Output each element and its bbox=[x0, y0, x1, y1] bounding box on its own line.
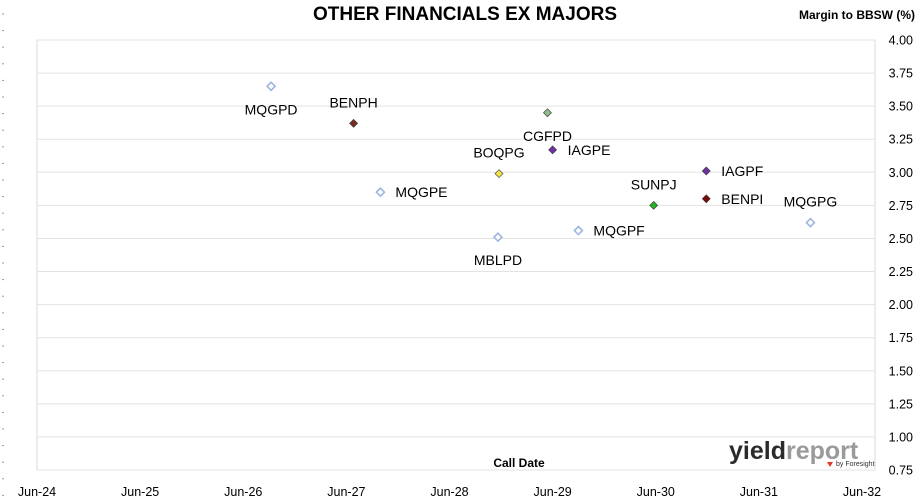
x-axis-label: Call Date bbox=[493, 456, 545, 470]
y-tick-label: 2.75 bbox=[889, 199, 913, 213]
y-tick-label: 1.00 bbox=[889, 430, 913, 444]
data-point: MQGPG bbox=[784, 194, 838, 228]
point-label: BENPI bbox=[721, 191, 763, 207]
point-label: MBLPD bbox=[474, 252, 522, 268]
point-label: MQGPE bbox=[395, 184, 447, 200]
y-tick-label: 2.00 bbox=[889, 298, 913, 312]
point-label: IAGPE bbox=[568, 142, 611, 158]
chart-title: OTHER FINANCIALS EX MAJORS bbox=[313, 4, 617, 25]
point-label: SUNPJ bbox=[631, 176, 677, 192]
y-tick-label: 3.00 bbox=[889, 166, 913, 180]
data-point: BENPI bbox=[701, 191, 763, 207]
gridlines bbox=[37, 39, 875, 471]
x-tick-label: Jun-28 bbox=[430, 485, 468, 499]
x-tick-label: Jun-32 bbox=[843, 485, 881, 499]
point-marker bbox=[265, 81, 277, 92]
point-label: MQGPG bbox=[784, 194, 838, 210]
data-point: MQGPE bbox=[375, 184, 448, 200]
x-tick-label: Jun-25 bbox=[121, 485, 159, 499]
point-marker bbox=[573, 225, 584, 236]
point-label: MQGPD bbox=[245, 101, 298, 117]
point-label: BENPH bbox=[329, 94, 377, 110]
point-label: CGFPD bbox=[523, 128, 572, 144]
x-tick-label: Jun-26 bbox=[224, 485, 262, 499]
logo-arrow-icon bbox=[827, 462, 833, 467]
y-axis-ticks: 0.75 1.00 1.25 1.50 1.75 2.00 2.25 2.50 2.75 3.00… bbox=[889, 34, 913, 478]
y-axis-label: Margin to BBSW (%) bbox=[799, 8, 915, 22]
plot-area bbox=[36, 39, 876, 471]
point-marker bbox=[349, 118, 359, 128]
x-tick-label: Jun-29 bbox=[534, 485, 572, 499]
x-tick-label: Jun-30 bbox=[637, 485, 675, 499]
data-point: CGFPD bbox=[523, 108, 572, 144]
point-marker bbox=[649, 200, 659, 210]
point-marker bbox=[494, 169, 504, 179]
point-label: BOQPG bbox=[473, 145, 524, 161]
y-tick-label: 1.50 bbox=[889, 364, 913, 378]
logo-yield: yield bbox=[729, 437, 786, 465]
logo-sub-text: by Foresight bbox=[836, 461, 875, 468]
y-tick-label: 4.00 bbox=[889, 34, 913, 48]
left-edge-dashes bbox=[2, 13, 4, 496]
data-point: BENPH bbox=[329, 94, 378, 128]
point-marker bbox=[701, 194, 711, 204]
x-tick-label: Jun-31 bbox=[740, 485, 778, 499]
data-point: IAGPE bbox=[548, 142, 611, 158]
point-label: MQGPF bbox=[593, 223, 644, 239]
point-marker bbox=[492, 232, 504, 243]
point-marker bbox=[375, 187, 386, 198]
y-tick-label: 1.25 bbox=[889, 397, 913, 411]
data-point: MBLPD bbox=[474, 232, 522, 268]
logo-report: report bbox=[786, 437, 859, 465]
yieldreport-logo: yieldreport by Foresight bbox=[729, 437, 875, 468]
x-tick-label: Jun-27 bbox=[327, 485, 365, 499]
y-tick-label: 2.25 bbox=[889, 265, 913, 279]
point-marker bbox=[548, 145, 558, 155]
x-tick-label: Jun-24 bbox=[18, 485, 56, 499]
data-point: SUNPJ bbox=[631, 176, 677, 210]
y-tick-label: 1.75 bbox=[889, 331, 913, 345]
point-marker bbox=[543, 108, 552, 118]
data-point: IAGPF bbox=[701, 163, 763, 179]
point-marker bbox=[701, 166, 711, 176]
y-tick-label: 3.25 bbox=[889, 133, 913, 147]
point-label: IAGPF bbox=[721, 163, 763, 179]
x-axis-ticks: Jun-24 Jun-25 Jun-26 Jun-27 Jun-28 Jun-29 Jun-… bbox=[18, 485, 881, 499]
point-marker bbox=[805, 217, 816, 228]
data-point: MQGPF bbox=[573, 223, 645, 239]
data-point: MQGPD bbox=[245, 81, 298, 117]
y-tick-label: 2.50 bbox=[889, 232, 913, 246]
data-point: BOQPG bbox=[473, 145, 525, 179]
y-tick-label: 0.75 bbox=[889, 464, 913, 478]
y-tick-label: 3.50 bbox=[889, 100, 913, 114]
logo-text: yieldreport bbox=[729, 437, 859, 465]
y-tick-label: 3.75 bbox=[889, 67, 913, 81]
